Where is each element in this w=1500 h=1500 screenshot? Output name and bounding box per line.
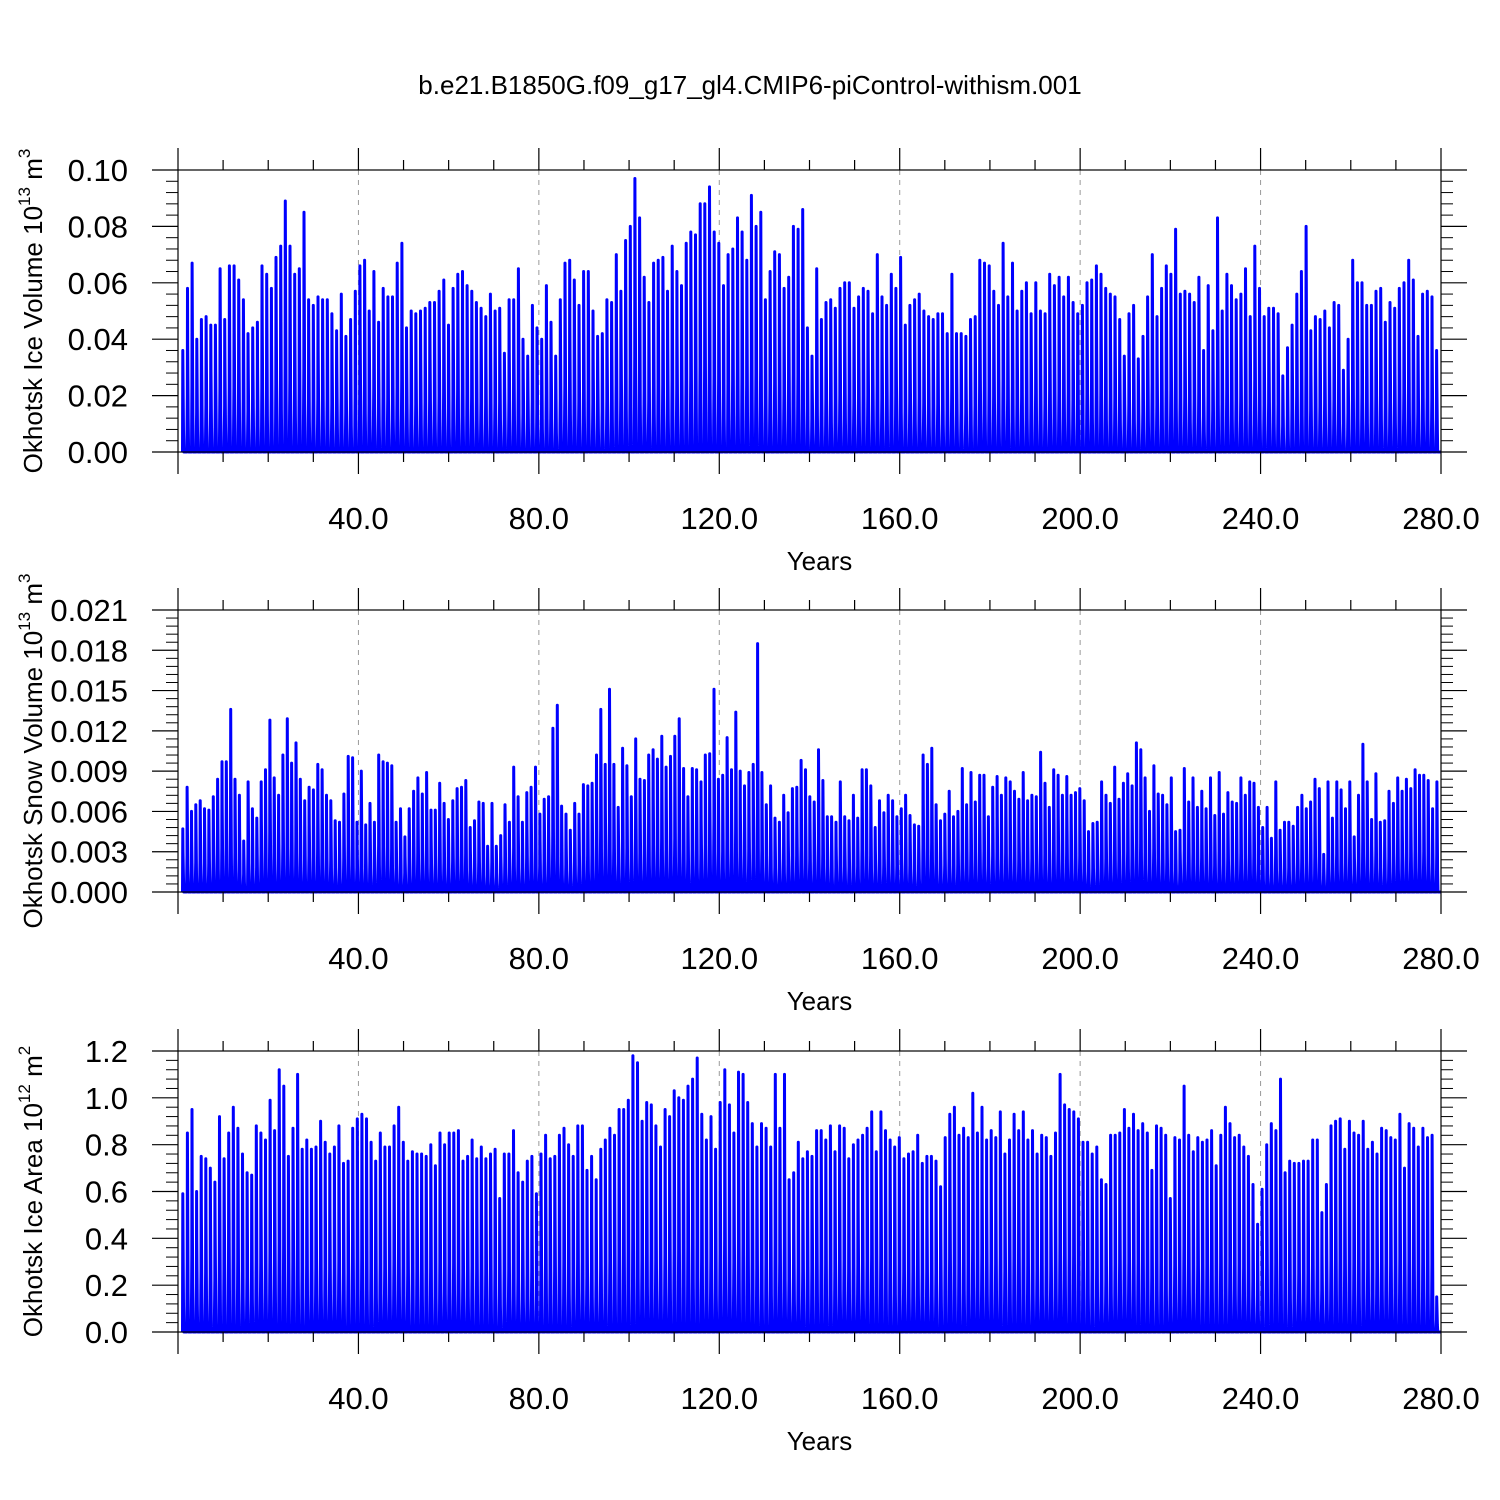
y-axis-label-main: Okhotsk Snow Volume 10 xyxy=(18,631,48,929)
y-axis-label-unit-exp: 3 xyxy=(15,574,34,583)
x-tick-label: 280.0 xyxy=(1402,501,1480,536)
y-tick-label: 0.015 xyxy=(50,674,128,709)
y-tick-label: 0.00 xyxy=(68,435,128,470)
y-tick-label: 0.009 xyxy=(50,754,128,789)
y-axis-label: Okhotsk Ice Volume 1013 m3 xyxy=(15,149,48,474)
y-tick-label: 1.0 xyxy=(85,1081,128,1116)
y-tick-label: 0.2 xyxy=(85,1268,128,1303)
y-tick-label: 0.10 xyxy=(68,153,128,188)
x-tick-label: 200.0 xyxy=(1041,501,1119,536)
y-tick-label: 0.021 xyxy=(50,593,128,628)
chart-title: b.e21.B1850G.f09_g17_gl4.CMIP6-piControl… xyxy=(418,70,1081,100)
x-tick-label: 120.0 xyxy=(680,1381,758,1416)
y-tick-label: 0.0 xyxy=(85,1315,128,1350)
x-tick-label: 280.0 xyxy=(1402,941,1480,976)
x-tick-label: 80.0 xyxy=(509,941,569,976)
y-axis-label-exp: 13 xyxy=(15,612,34,631)
y-tick-label: 0.08 xyxy=(68,209,128,244)
x-tick-label: 240.0 xyxy=(1222,941,1300,976)
x-tick-label: 40.0 xyxy=(328,501,388,536)
y-axis-label-exp: 12 xyxy=(15,1084,34,1103)
x-tick-label: 240.0 xyxy=(1222,1381,1300,1416)
x-tick-label: 200.0 xyxy=(1041,941,1119,976)
y-axis-label-unit-exp: 2 xyxy=(15,1046,34,1055)
y-axis-label-unit: m xyxy=(18,583,48,612)
series-line xyxy=(181,177,1441,454)
x-tick-label: 280.0 xyxy=(1402,1381,1480,1416)
x-tick-label: 40.0 xyxy=(328,1381,388,1416)
y-axis-label-unit: m xyxy=(18,158,48,187)
y-tick-label: 0.8 xyxy=(85,1128,128,1163)
x-tick-label: 160.0 xyxy=(861,941,939,976)
x-tick-label: 120.0 xyxy=(680,501,758,536)
x-tick-label: 80.0 xyxy=(509,1381,569,1416)
x-axis-label: Years xyxy=(787,986,853,1016)
y-tick-label: 0.02 xyxy=(68,379,128,414)
y-axis-label-unit: m xyxy=(18,1055,48,1084)
y-axis-label-main: Okhotsk Ice Volume 10 xyxy=(18,206,48,473)
x-tick-label: 240.0 xyxy=(1222,501,1300,536)
x-tick-label: 80.0 xyxy=(509,501,569,536)
series-line xyxy=(181,642,1441,894)
y-tick-label: 0.04 xyxy=(68,322,128,357)
y-tick-label: 0.000 xyxy=(50,875,128,910)
series-line xyxy=(181,1054,1441,1334)
x-tick-label: 120.0 xyxy=(680,941,758,976)
y-axis-label: Okhotsk Ice Area 1012 m2 xyxy=(15,1046,48,1337)
y-axis-label: Okhotsk Snow Volume 1013 m3 xyxy=(15,574,48,929)
y-tick-label: 0.6 xyxy=(85,1175,128,1210)
y-tick-label: 0.006 xyxy=(50,794,128,829)
x-axis-label: Years xyxy=(787,1426,853,1456)
y-axis-label-exp: 13 xyxy=(15,187,34,206)
y-tick-label: 0.018 xyxy=(50,633,128,668)
x-tick-label: 160.0 xyxy=(861,1381,939,1416)
y-tick-label: 1.2 xyxy=(85,1034,128,1069)
panel-ice-area: 40.0 80.0 120.0 160.0 200.0 240.0 280.0Years0.… xyxy=(15,1029,1480,1456)
x-tick-label: 160.0 xyxy=(861,501,939,536)
x-tick-label: 40.0 xyxy=(328,941,388,976)
y-tick-label: 0.012 xyxy=(50,714,128,749)
y-tick-label: 0.003 xyxy=(50,835,128,870)
y-axis-label-unit-exp: 3 xyxy=(15,149,34,158)
x-axis-label: Years xyxy=(787,546,853,576)
y-tick-label: 0.4 xyxy=(85,1221,128,1256)
y-axis-label-main: Okhotsk Ice Area 10 xyxy=(18,1103,48,1337)
y-tick-label: 0.06 xyxy=(68,266,128,301)
panel-snow-volume: 40.0 80.0 120.0 160.0 200.0 240.0 280.0 Years 0.… xyxy=(15,574,1480,1017)
panel-ice-volume: 40.0 80.0 120.0 160.0 200.0 240.0 280.0 Years 0.… xyxy=(15,148,1480,576)
x-tick-label: 200.0 xyxy=(1041,1381,1119,1416)
